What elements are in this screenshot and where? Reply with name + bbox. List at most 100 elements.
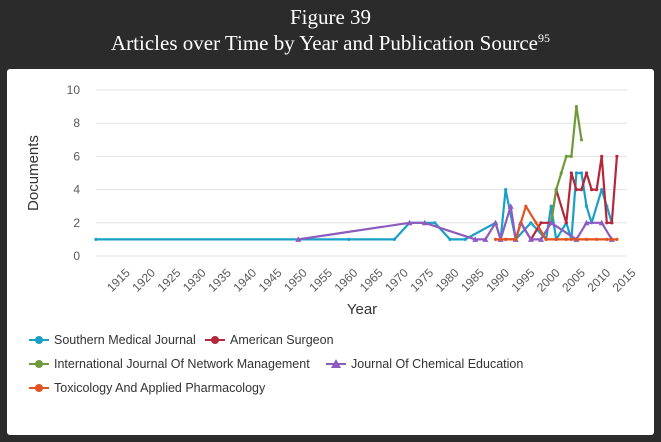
- y-axis-label: Documents: [25, 135, 42, 211]
- x-tick-label: 1925: [155, 266, 184, 295]
- data-point: [406, 219, 413, 226]
- x-axis-label: Year: [347, 301, 377, 318]
- legend-item[interactable]: American Surgeon: [205, 333, 334, 347]
- x-tick-label: 2015: [610, 266, 639, 295]
- x-tick-label: 1980: [433, 266, 462, 295]
- legend-item[interactable]: International Journal Of Network Managem…: [29, 357, 310, 371]
- y-tick-label: 0: [73, 249, 80, 263]
- x-tick-label: 1915: [104, 266, 133, 295]
- figure-caption: Articles over Time by Year and Publicati…: [0, 30, 661, 56]
- data-point: [549, 204, 553, 208]
- legend-swatch: [29, 359, 49, 369]
- x-tick-label: 1970: [382, 266, 411, 295]
- data-point: [564, 237, 568, 241]
- x-tick-label: 1995: [509, 266, 538, 295]
- y-tick-label: 8: [73, 116, 80, 130]
- data-point: [392, 237, 396, 241]
- data-point: [584, 237, 589, 241]
- data-point: [564, 154, 568, 158]
- legend-item[interactable]: Southern Medical Journal: [29, 333, 196, 347]
- data-point: [482, 236, 489, 242]
- x-tick-label: 1920: [129, 266, 158, 295]
- data-point: [583, 219, 590, 226]
- data-point: [579, 171, 584, 175]
- data-point: [574, 237, 579, 241]
- data-point: [448, 237, 452, 241]
- data-point: [559, 171, 563, 175]
- series-lines: [94, 105, 619, 242]
- data-point: [579, 188, 584, 192]
- data-point: [605, 237, 609, 241]
- data-point: [605, 221, 609, 225]
- data-point: [595, 237, 599, 241]
- data-point: [615, 154, 619, 158]
- data-point: [507, 203, 514, 209]
- data-point: [600, 188, 604, 192]
- data-point: [493, 237, 498, 241]
- x-tick-label: 1990: [483, 266, 512, 295]
- legend-swatch: [29, 335, 49, 345]
- chart-panel: 0 2 4 6 8 10 1915 1920 1925 1930 1935 1940 1945 1950…: [7, 69, 654, 435]
- x-tick-label: 1965: [357, 266, 386, 295]
- data-point: [574, 188, 579, 192]
- data-point: [584, 171, 589, 175]
- legend-label: International Journal Of Network Managem…: [54, 357, 310, 371]
- line-chart: 0 2 4 6 8 10 19151920192519301935194019451950…: [25, 83, 639, 318]
- legend-label: Toxicology And Applied Pharmacology: [54, 381, 266, 395]
- x-tick-label: 1940: [230, 266, 259, 295]
- data-point: [347, 237, 351, 241]
- figure-number: Figure 39: [289, 5, 372, 29]
- y-tick-label: 4: [73, 183, 80, 197]
- data-point: [524, 204, 528, 208]
- x-tick-label: 2000: [534, 266, 563, 295]
- data-point: [433, 221, 437, 225]
- y-tick-label: 6: [73, 149, 80, 163]
- figure-caption-text: Articles over Time by Year and Publicati…: [111, 31, 538, 55]
- data-point: [514, 237, 518, 241]
- data-point: [538, 236, 545, 242]
- data-point: [554, 188, 558, 192]
- data-point: [579, 138, 584, 142]
- legend-label: American Surgeon: [230, 333, 334, 347]
- data-point: [584, 204, 589, 208]
- data-point: [600, 154, 604, 158]
- grid-lines: [96, 89, 627, 257]
- data-point: [539, 221, 543, 225]
- series-line: [96, 171, 613, 241]
- data-point: [615, 237, 619, 241]
- legend-item[interactable]: Journal Of Chemical Education: [326, 357, 523, 371]
- series-line: [550, 105, 583, 223]
- data-point: [492, 219, 499, 226]
- data-point: [472, 236, 479, 242]
- x-tick-label: 1955: [306, 266, 335, 295]
- data-point: [463, 237, 467, 241]
- legend-swatch: [205, 335, 225, 345]
- legend-label: Southern Medical Journal: [54, 333, 196, 347]
- data-point: [598, 219, 605, 226]
- series-toxicology-and-applied-pharmacology: [493, 204, 619, 241]
- legend-item[interactable]: Toxicology And Applied Pharmacology: [29, 381, 265, 395]
- footnote-marker: 95: [537, 31, 550, 45]
- legend-swatch: [326, 359, 346, 369]
- data-point: [94, 237, 98, 241]
- data-point: [295, 236, 302, 242]
- data-point: [610, 221, 614, 225]
- data-point: [569, 154, 573, 158]
- x-tick-label: 2010: [584, 266, 613, 295]
- x-tick-label: 1930: [180, 266, 209, 295]
- series-american-surgeon: [504, 154, 619, 241]
- data-point: [574, 171, 579, 175]
- data-point: [421, 219, 428, 226]
- data-point: [554, 237, 558, 241]
- data-point: [527, 236, 534, 242]
- series-line: [495, 205, 617, 241]
- legend-swatch: [29, 383, 49, 393]
- x-tick-label: 1975: [407, 266, 436, 295]
- x-tick-label: 1985: [458, 266, 487, 295]
- x-tick-label: 1945: [256, 266, 285, 295]
- data-point: [534, 221, 538, 225]
- y-tick-labels: 0 2 4 6 8 10: [67, 83, 81, 263]
- data-point: [564, 221, 568, 225]
- data-point: [569, 171, 573, 175]
- data-point: [548, 219, 555, 226]
